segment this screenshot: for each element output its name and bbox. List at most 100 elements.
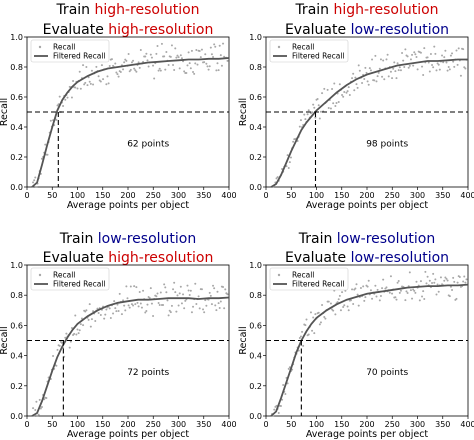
recall-point <box>453 280 456 283</box>
recall-point <box>194 62 197 65</box>
legend-recall-label: Recall <box>53 271 75 280</box>
recall-point <box>448 68 451 71</box>
recall-point <box>442 61 445 64</box>
recall-point <box>70 327 73 330</box>
recall-point <box>329 302 332 305</box>
recall-point <box>324 317 327 320</box>
recall-point <box>202 308 205 311</box>
recall-point <box>403 66 406 69</box>
title-segment: low-resolution <box>351 250 449 266</box>
recall-point <box>226 59 229 62</box>
recall-point <box>402 59 405 62</box>
recall-point <box>130 303 133 306</box>
recall-point <box>411 53 414 56</box>
recall-point <box>197 295 200 298</box>
recall-point <box>166 299 169 302</box>
recall-point <box>338 294 341 297</box>
recall-point <box>422 290 425 293</box>
recall-point <box>431 63 434 66</box>
recall-point <box>399 69 402 72</box>
recall-point <box>127 53 130 56</box>
recall-point <box>441 54 444 57</box>
recall-point <box>445 277 448 280</box>
recall-point <box>389 70 392 73</box>
recall-point <box>348 93 351 96</box>
recall-point <box>88 80 91 83</box>
recall-point <box>129 285 132 288</box>
recall-point <box>205 62 208 65</box>
chart-panel-2: Train high-resolution Evaluate low-resolu… <box>238 2 474 211</box>
recall-point <box>389 275 392 278</box>
x-tick-label: 200 <box>359 191 374 200</box>
recall-point <box>396 62 399 65</box>
recall-point <box>114 62 117 65</box>
recall-point <box>149 53 152 56</box>
recall-point <box>413 51 416 54</box>
recall-point <box>186 64 189 67</box>
y-tick-label: 0.4 <box>249 352 262 361</box>
recall-point <box>353 89 356 92</box>
title-segment: Evaluate <box>43 22 109 38</box>
recall-point <box>222 286 225 289</box>
recall-point <box>163 283 166 286</box>
recall-point <box>177 56 180 59</box>
recall-point <box>318 117 321 120</box>
recall-point <box>168 309 171 312</box>
recall-point <box>414 291 417 294</box>
y-tick-label: 0.6 <box>10 93 23 102</box>
recall-point <box>78 329 81 332</box>
recall-point <box>58 344 61 347</box>
title-segment: high-resolution <box>94 2 199 18</box>
recall-point <box>275 177 278 180</box>
recall-point <box>117 75 120 78</box>
x-tick-label: 100 <box>70 191 85 200</box>
recall-point <box>431 282 434 285</box>
y-tick-label: 0.8 <box>249 291 262 300</box>
legend-box <box>269 267 349 291</box>
recall-point <box>321 304 324 307</box>
recall-point <box>443 279 446 282</box>
x-tick-label: 300 <box>410 191 425 200</box>
recall-point <box>304 118 307 121</box>
recall-point <box>34 176 37 179</box>
recall-point <box>89 325 92 328</box>
recall-point <box>374 284 377 287</box>
y-tick-label: 0.6 <box>249 93 262 102</box>
recall-point <box>119 70 122 73</box>
recall-point <box>200 288 203 291</box>
legend-recall-label: Recall <box>53 43 75 52</box>
filtered-recall-line <box>31 57 230 188</box>
recall-point <box>66 96 69 99</box>
recall-point <box>218 306 221 309</box>
recall-point <box>423 47 426 50</box>
recall-point <box>36 415 39 417</box>
recall-point <box>33 179 36 182</box>
recall-point <box>449 54 452 57</box>
recall-point <box>379 58 382 61</box>
recall-point <box>208 65 211 68</box>
recall-point <box>391 77 394 80</box>
recall-point <box>129 68 132 71</box>
recall-point <box>89 82 92 85</box>
recall-point <box>212 56 215 59</box>
recall-point <box>346 90 349 93</box>
recall-point <box>345 91 348 94</box>
x-tick-label: 300 <box>410 420 425 429</box>
y-tick-label: 0.0 <box>10 183 23 192</box>
recall-point <box>105 308 108 311</box>
recall-point <box>374 54 377 57</box>
x-tick-label: 150 <box>95 420 110 429</box>
recall-point <box>217 302 220 305</box>
recall-point <box>175 310 178 313</box>
recall-point <box>92 83 95 86</box>
recall-point <box>314 313 317 316</box>
recall-point <box>358 69 361 72</box>
recall-point <box>282 383 285 386</box>
recall-point <box>382 278 385 281</box>
recall-point <box>118 292 121 295</box>
recall-point <box>433 281 436 284</box>
recall-point <box>108 65 111 68</box>
recall-point <box>464 67 467 70</box>
recall-point <box>188 62 191 65</box>
recall-point <box>62 104 65 107</box>
